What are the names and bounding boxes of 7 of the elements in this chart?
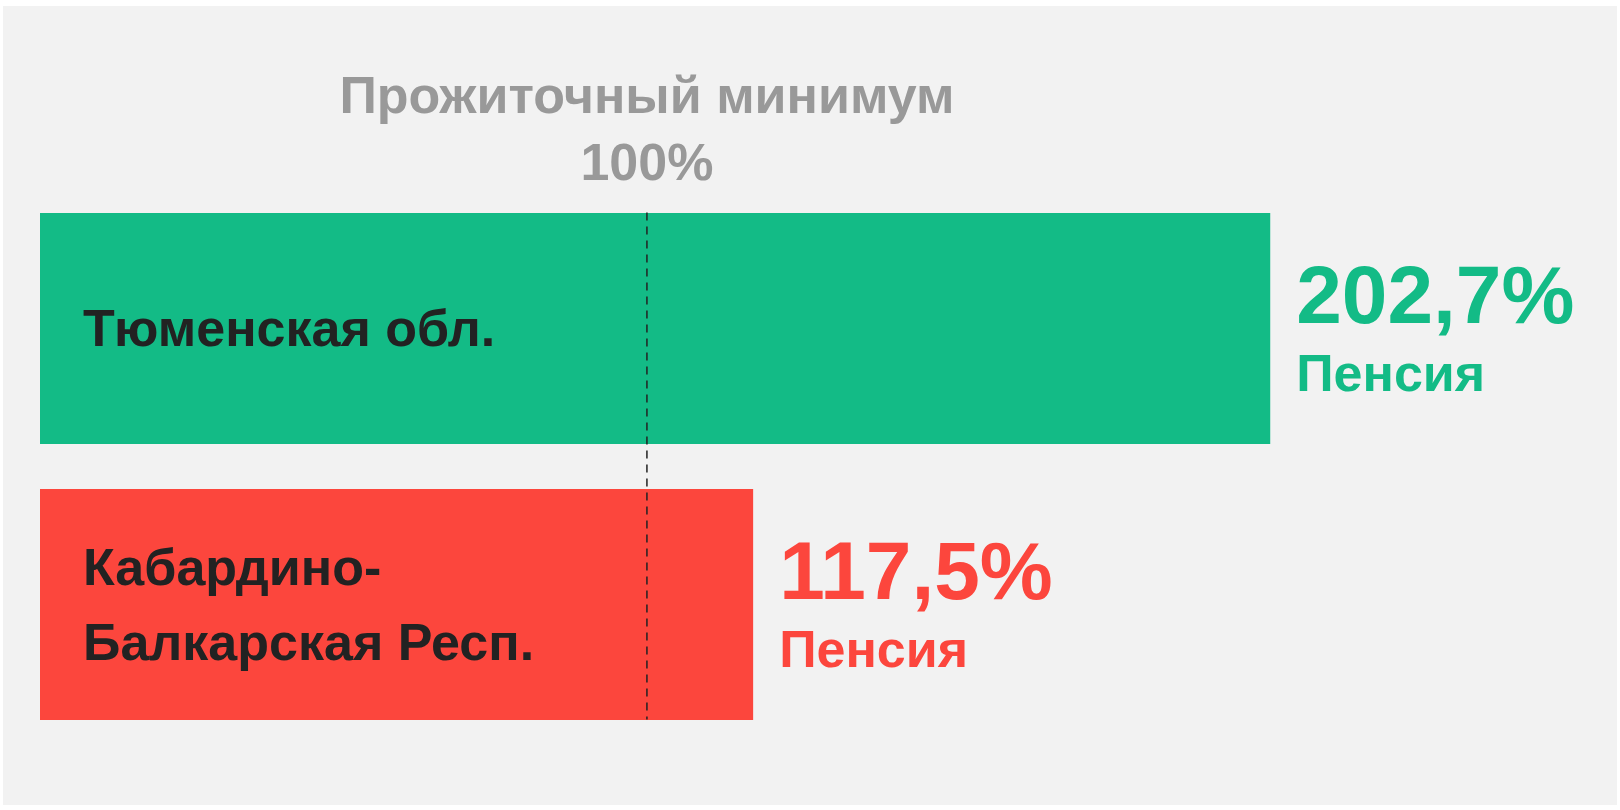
ref-line-label: Прожиточный минимум 100% [339,66,955,191]
text: Пенсия [779,619,969,678]
y-tick-label: Кабардино-Балкарская Респ. [83,537,535,671]
y-tick-label: Тюменская обл. [83,299,496,357]
data-label: 117,5% [779,524,1053,616]
series-label: Пенсия [1296,343,1486,402]
data-label: 202,7% [1296,248,1575,340]
